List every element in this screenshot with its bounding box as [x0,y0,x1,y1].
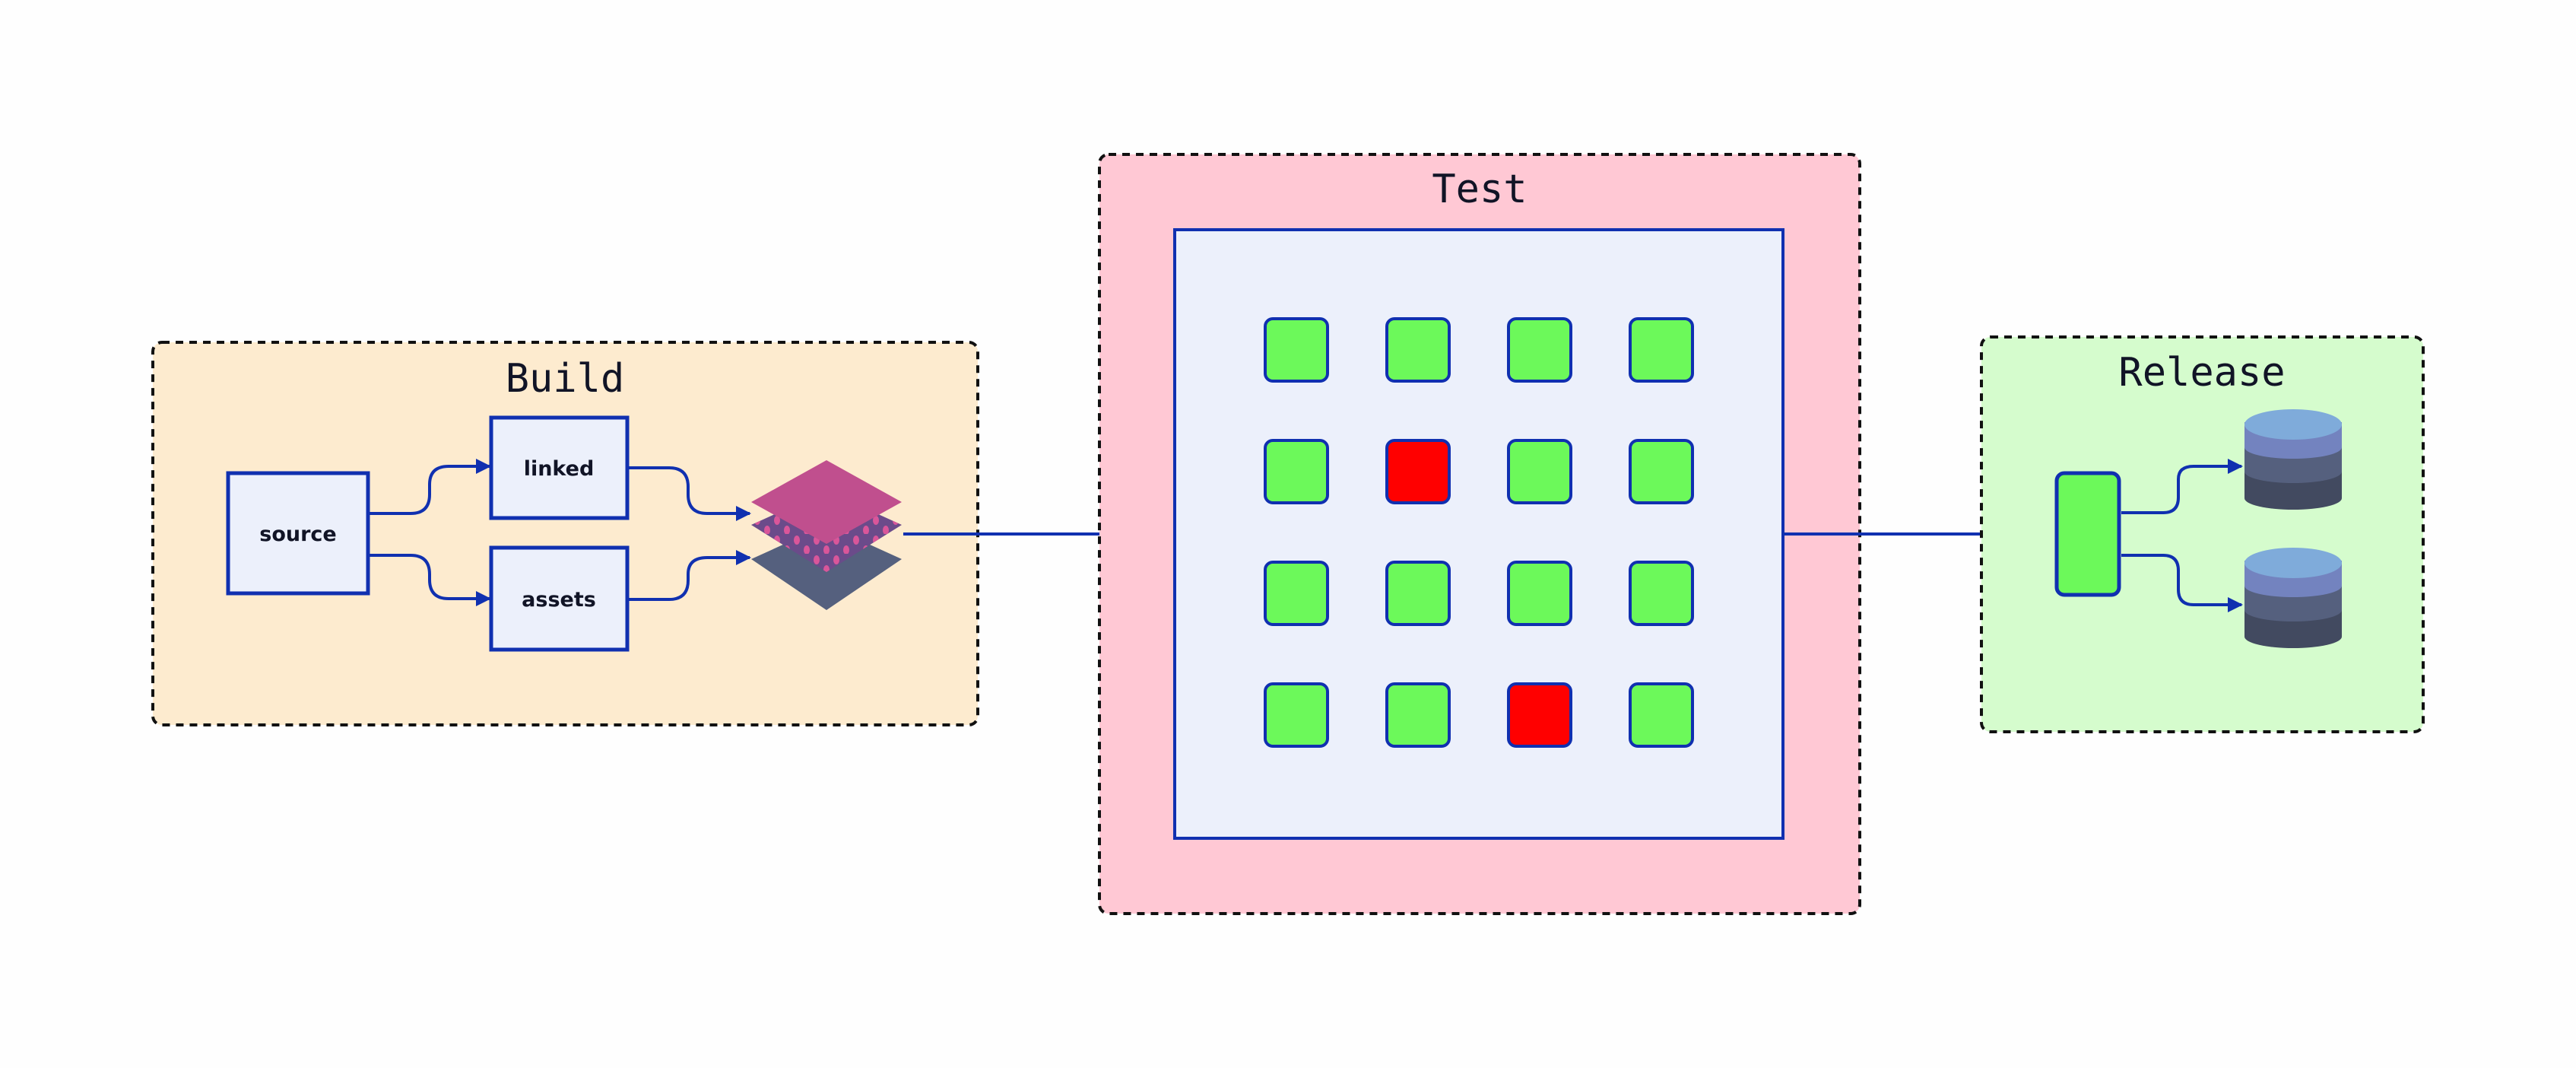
release-stage-box [1980,335,2425,733]
edge-source-linked [370,459,491,515]
layers-icon [751,460,902,610]
linked-node-label: linked [524,457,595,481]
test-cell-pass[interactable] [1264,439,1329,504]
edge-source-assets [370,554,491,606]
database-icon [2244,409,2342,510]
test-cell-pass[interactable] [1629,439,1694,504]
edge-release-db2 [2121,554,2243,612]
edge-release-db1 [2121,459,2243,514]
release-stage: Release [1980,335,2425,733]
test-grid [1264,317,1694,748]
test-stage-title: Test [1432,167,1527,212]
build-stage: Build source linked assets [151,341,979,726]
build-stage-title: Build [506,356,625,402]
release-stage-title: Release [2118,350,2285,396]
test-cell-pass[interactable] [1264,561,1329,626]
release-node[interactable] [2054,471,2121,597]
assets-node[interactable]: assets [489,545,630,652]
test-cell-pass[interactable] [1629,682,1694,748]
test-stage: Test [1098,153,1861,915]
test-cell-pass[interactable] [1629,561,1694,626]
test-cell-pass[interactable] [1264,317,1329,383]
test-cell-pass[interactable] [1385,682,1451,748]
test-cell-pass[interactable] [1629,317,1694,383]
edge-assets-layers [629,550,751,601]
linked-node[interactable]: linked [489,415,630,520]
source-node-label: source [259,523,336,546]
test-cell-pass[interactable] [1264,682,1329,748]
test-cell-pass[interactable] [1385,561,1451,626]
database-icon [2244,548,2342,648]
test-cell-fail[interactable] [1507,682,1572,748]
assets-node-label: assets [522,588,596,612]
test-cell-fail[interactable] [1385,439,1451,504]
edge-linked-layers [629,466,751,521]
test-cell-pass[interactable] [1385,317,1451,383]
source-node[interactable]: source [226,471,370,596]
test-cell-pass[interactable] [1507,561,1572,626]
test-cell-pass[interactable] [1507,317,1572,383]
test-cell-pass[interactable] [1507,439,1572,504]
